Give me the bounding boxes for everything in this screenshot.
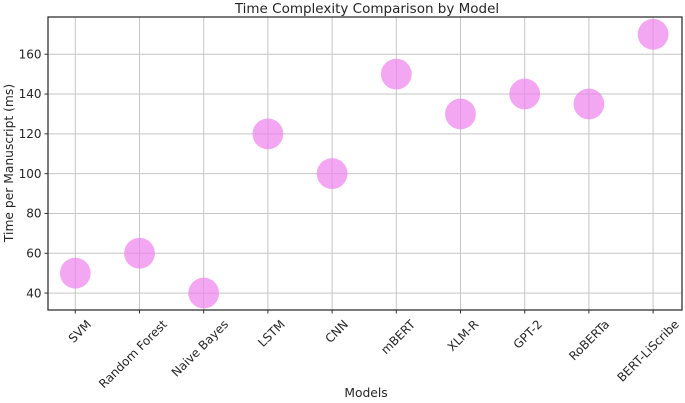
scatter-point [188, 277, 220, 309]
x-tick-label: mBERT [378, 317, 418, 357]
x-tick-label: SVM [66, 317, 94, 345]
scatter-point [445, 98, 476, 130]
x-tick-label: Random Forest [96, 317, 170, 391]
y-tick-label: 40 [26, 286, 41, 300]
x-tick-label: XLM-R [445, 317, 482, 354]
x-tick-label: BERT-LiScribe [614, 317, 681, 384]
scatter-point [124, 237, 155, 269]
x-tick-label: Naive Bayes [169, 317, 231, 379]
y-tick-label: 120 [19, 127, 42, 141]
scatter-point [509, 78, 541, 110]
scatter-point [380, 58, 412, 90]
scatter-point [573, 88, 605, 120]
x-axis-label: Models [344, 386, 387, 400]
scatter-point [637, 18, 669, 50]
scatter-points-layer [59, 18, 669, 309]
y-tick-label: 160 [19, 47, 42, 61]
y-tick-label: 140 [19, 87, 42, 101]
y-tick-label: 60 [26, 246, 41, 260]
x-tick-label: GPT-2 [511, 317, 545, 351]
scatter-point [252, 118, 284, 150]
y-tick-label: 80 [26, 207, 41, 221]
scatter-point [59, 257, 91, 289]
y-tick-label: 100 [19, 167, 42, 181]
chart-title: Time Complexity Comparison by Model [234, 1, 499, 17]
x-tick-label: CNN [322, 317, 351, 346]
scatter-point [316, 158, 348, 190]
x-tick-label: LSTM [255, 317, 288, 350]
y-axis-label: Time per Manuscript (ms) [2, 84, 16, 243]
plot-frame [47, 16, 683, 311]
x-tick-label: RoBERTa [566, 317, 612, 363]
